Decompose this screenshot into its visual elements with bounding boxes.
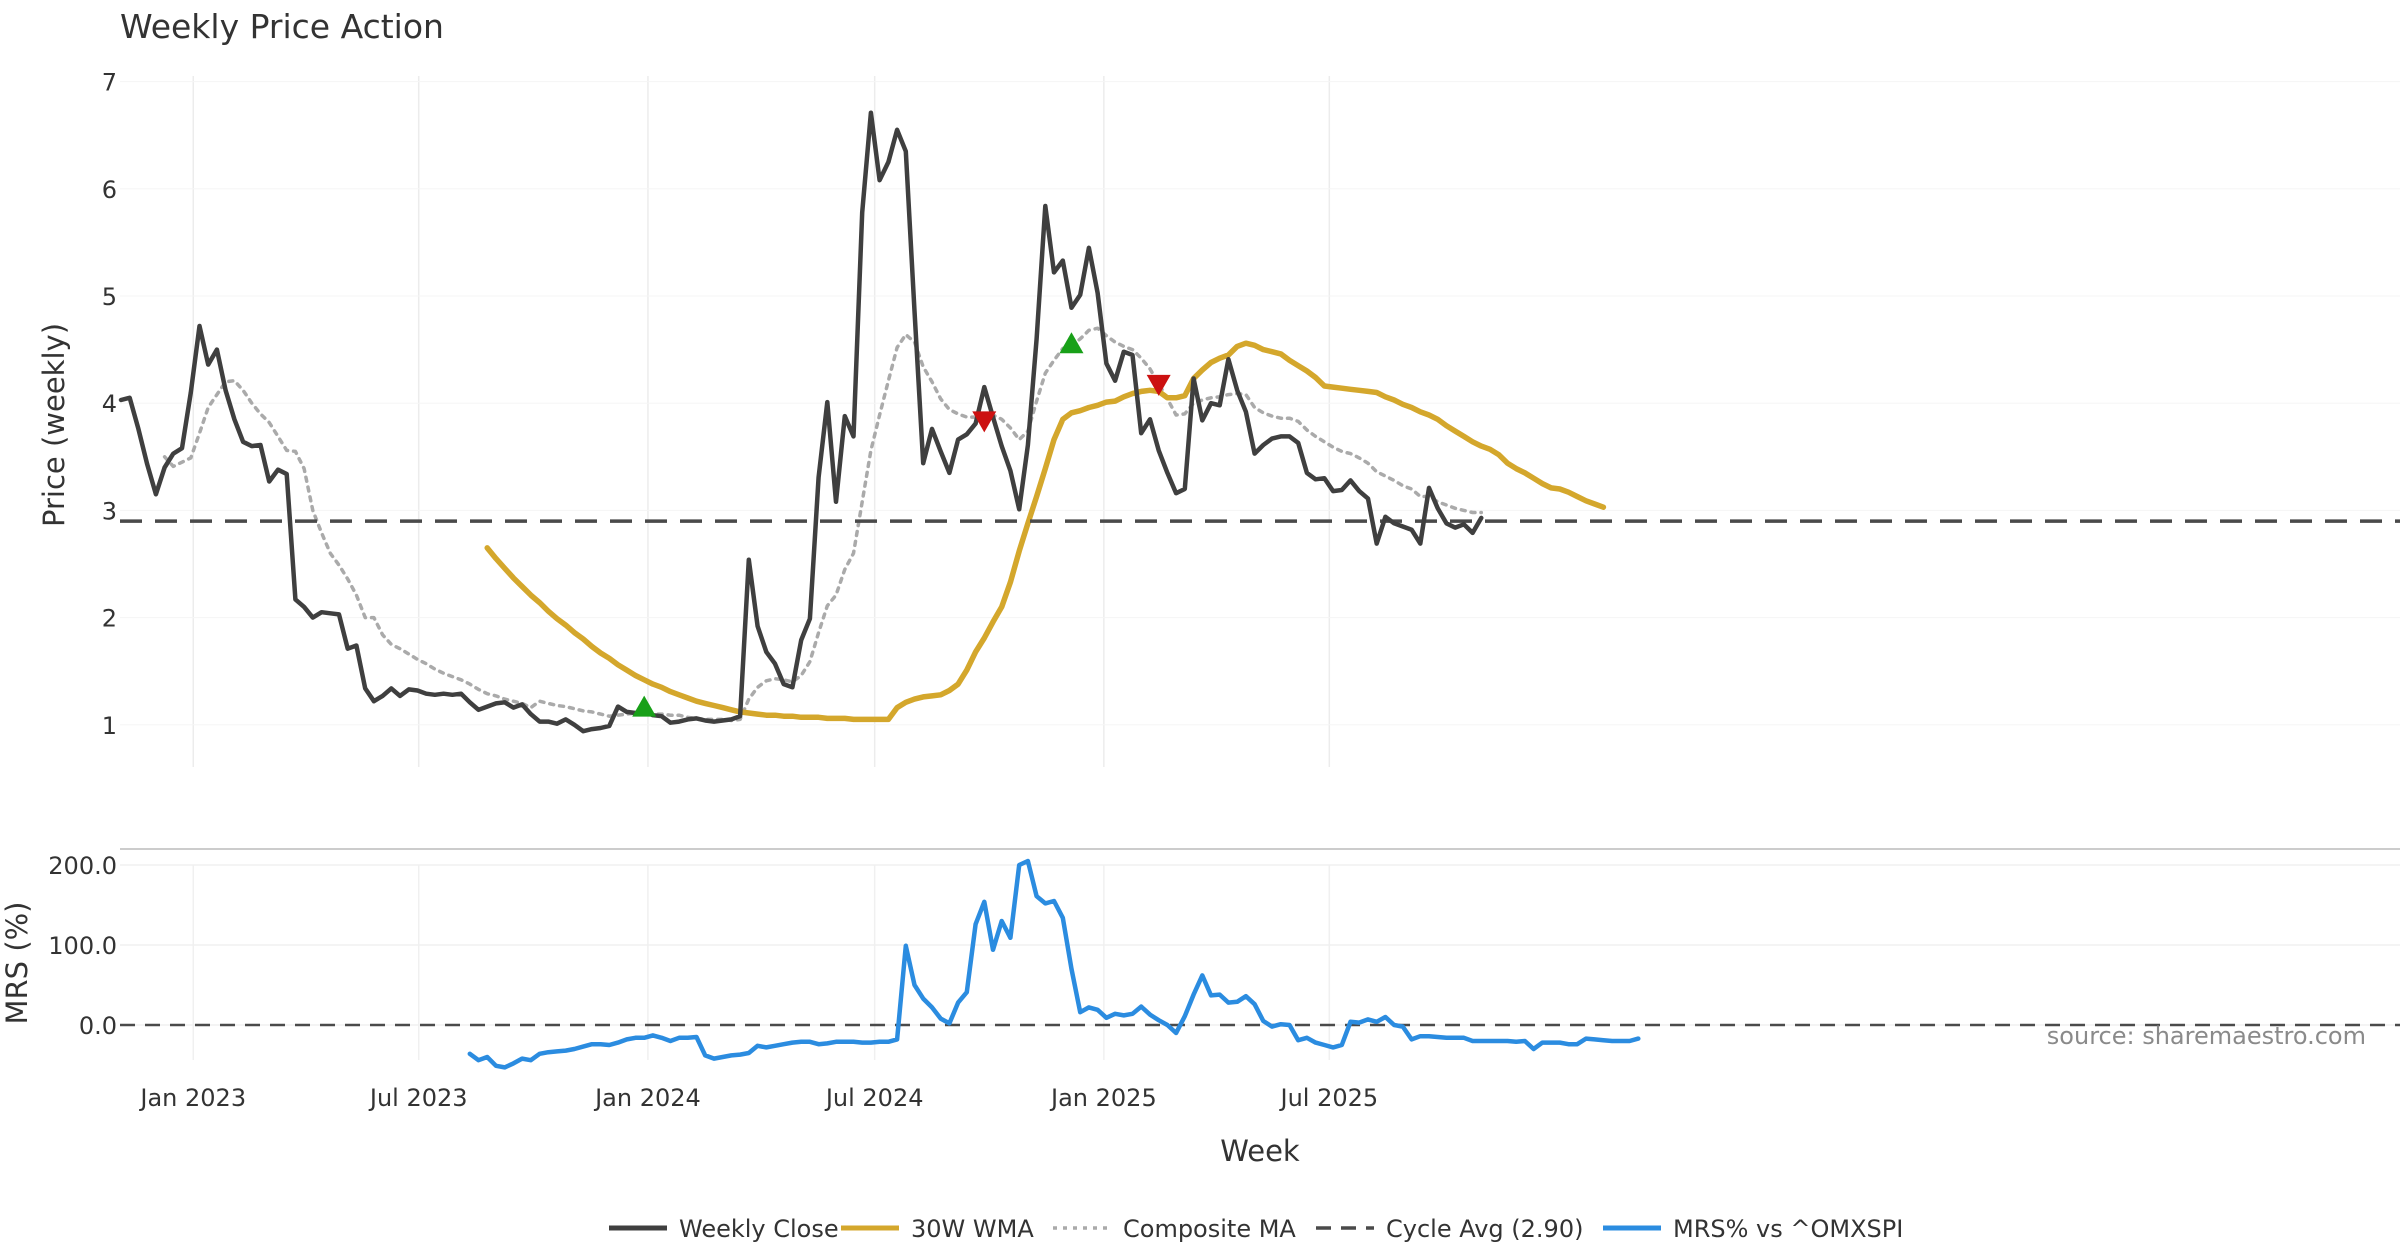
- price-panel-gridlines: [120, 76, 2400, 767]
- sell-signal-marker: [972, 411, 997, 433]
- price-y-tick-label: 7: [102, 69, 117, 97]
- buy-signal-marker: [1059, 332, 1084, 354]
- price-y-tick-label: 3: [102, 497, 117, 525]
- signal-markers: [632, 332, 1171, 717]
- mrs-y-tick-label: 0.0: [79, 1012, 117, 1040]
- legend-label: Cycle Avg (2.90): [1386, 1215, 1583, 1243]
- price-y-tick-label: 1: [102, 712, 117, 740]
- source-note: source: sharemaestro.com: [2047, 1022, 2366, 1050]
- x-tick-label: Jul 2023: [368, 1084, 468, 1112]
- series-30w-wma: [484, 340, 1607, 723]
- legend: Weekly Close 30W WMA Composite MA Cycle Avg…: [609, 1215, 1903, 1243]
- price-y-axis-title: Price (weekly): [37, 323, 71, 527]
- series-composite-ma: [162, 326, 1484, 723]
- legend-label: Composite MA: [1123, 1215, 1296, 1243]
- buy-signal-marker: [632, 695, 657, 717]
- legend-label: 30W WMA: [911, 1215, 1034, 1243]
- price-y-tick-label: 2: [102, 605, 117, 633]
- mrs-series-group: [120, 858, 2400, 1070]
- x-tick-label: Jan 2024: [593, 1084, 701, 1112]
- x-axis-title: Week: [1220, 1134, 1300, 1168]
- series-weekly-close: [118, 110, 1484, 734]
- legend-label: Weekly Close: [679, 1215, 839, 1243]
- series-mrs-vs-omxspi: [467, 858, 1641, 1070]
- x-tick-label: Jan 2025: [1049, 1084, 1157, 1112]
- x-tick-labels: Jan 2023 Jul 2023 Jan 2024 Jul 2024 Jan 2025…: [138, 1084, 1378, 1112]
- price-y-tick-label: 5: [102, 283, 117, 311]
- x-tick-label: Jan 2023: [138, 1084, 246, 1112]
- x-tick-label: Jul 2025: [1279, 1084, 1379, 1112]
- mrs-y-tick-label: 100.0: [48, 932, 117, 960]
- price-y-tick-labels: 1 2 3 4 5 6 7: [102, 69, 117, 740]
- x-tick-label: Jul 2024: [824, 1084, 924, 1112]
- mrs-y-tick-labels: 0.0 100.0 200.0: [48, 852, 117, 1040]
- price-series-group: [118, 110, 2400, 734]
- legend-label: MRS% vs ^OMXSPI: [1673, 1215, 1903, 1243]
- price-y-tick-label: 6: [102, 176, 117, 204]
- mrs-y-axis-title: MRS (%): [0, 902, 34, 1025]
- price-y-tick-label: 4: [102, 390, 117, 418]
- chart-title: Weekly Price Action: [120, 7, 444, 46]
- sell-signal-marker: [1146, 374, 1171, 396]
- mrs-y-tick-label: 200.0: [48, 852, 117, 880]
